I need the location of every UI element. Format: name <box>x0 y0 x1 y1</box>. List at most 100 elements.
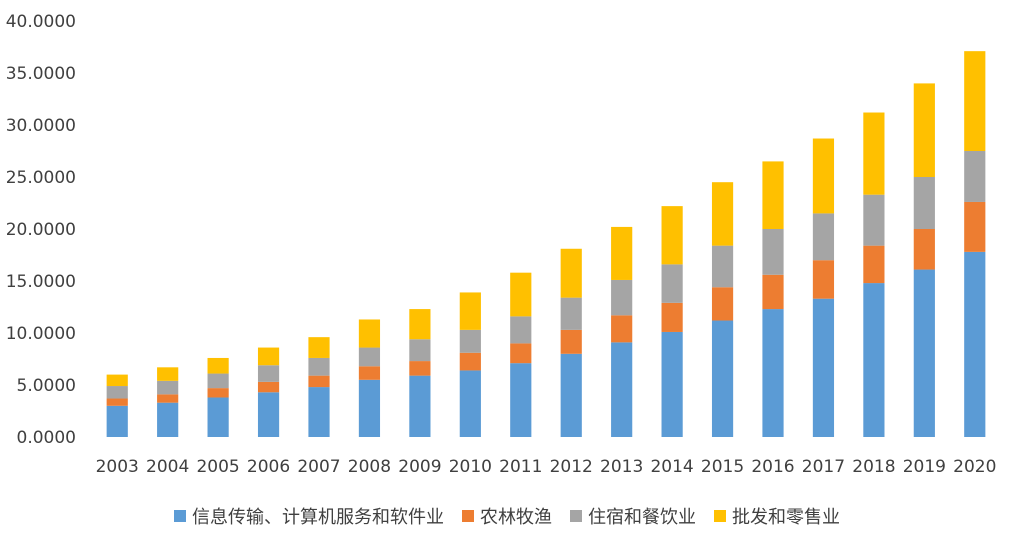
bar-segment <box>611 315 633 343</box>
y-tick-label: 15.0000 <box>6 272 76 292</box>
legend-label: 农林牧渔 <box>480 507 552 528</box>
bar-segment <box>106 405 128 437</box>
bar-segment <box>257 365 280 382</box>
bar-segment <box>913 177 935 229</box>
y-tick-label: 5.0000 <box>17 376 76 396</box>
bar-segment <box>510 363 532 437</box>
bar-segment <box>762 309 784 437</box>
x-tick-label: 2008 <box>348 457 391 477</box>
bar-segment <box>560 297 582 330</box>
y-tick-label: 10.0000 <box>6 324 76 344</box>
x-tick-label: 2018 <box>852 457 895 477</box>
x-tick-label: 2003 <box>96 457 139 477</box>
bar-segment <box>611 342 633 437</box>
bar-segment <box>510 272 532 317</box>
x-tick-label: 2010 <box>449 457 492 477</box>
bar-segment <box>308 375 330 388</box>
bar-segment <box>106 374 128 387</box>
x-tick-label: 2007 <box>297 457 340 477</box>
bar-segment <box>358 319 381 348</box>
bar-segment <box>106 398 128 406</box>
x-tick-label: 2017 <box>802 457 845 477</box>
legend-swatch <box>714 510 726 522</box>
x-tick-label: 2005 <box>196 457 239 477</box>
bar-segment <box>459 292 481 330</box>
bar-segment <box>409 361 431 376</box>
legend-item: 批发和零售业 <box>714 503 840 529</box>
bar-segment <box>913 269 935 437</box>
bar-segment <box>863 194 885 246</box>
bar-segment <box>157 380 179 395</box>
bar-segment <box>611 279 633 316</box>
x-tick-label: 2004 <box>146 457 189 477</box>
y-tick-label: 0.0000 <box>17 428 76 448</box>
bar-segment <box>157 402 179 437</box>
legend-label: 住宿和餐饮业 <box>588 507 696 528</box>
bar-segment <box>257 392 280 437</box>
bar-segment <box>661 302 683 332</box>
x-tick-label: 2012 <box>550 457 593 477</box>
bar-segment <box>661 331 683 437</box>
y-tick-label: 35.0000 <box>6 64 76 84</box>
bar-segment <box>661 264 683 303</box>
bar-segment <box>964 251 986 437</box>
x-tick-label: 2016 <box>751 457 794 477</box>
bar-segment <box>459 329 481 353</box>
bar-segment <box>257 381 280 393</box>
legend-swatch <box>462 510 474 522</box>
bar-segment <box>964 201 986 252</box>
bar-segment <box>812 260 835 299</box>
bar-segment <box>964 151 986 202</box>
bar-segment <box>863 283 885 437</box>
bar-segment <box>812 213 835 261</box>
bar-segment <box>157 394 179 403</box>
bar-segment <box>711 245 734 288</box>
bar-segment <box>257 347 280 366</box>
bar-segment <box>863 112 885 195</box>
y-tick-label: 20.0000 <box>6 220 76 240</box>
x-tick-label: 2014 <box>650 457 693 477</box>
bar-segment <box>762 161 784 229</box>
x-tick-label: 2011 <box>499 457 542 477</box>
bar-segment <box>207 388 229 398</box>
bar-segment <box>762 229 784 275</box>
bar-segment <box>358 379 381 437</box>
bar-segment <box>560 329 582 354</box>
bar-segment <box>409 309 431 340</box>
bar-segment <box>207 373 229 389</box>
legend-swatch <box>174 510 186 522</box>
x-tick-label: 2015 <box>701 457 744 477</box>
bar-segment <box>711 320 734 437</box>
bar-segment <box>409 375 431 437</box>
x-tick-label: 2019 <box>903 457 946 477</box>
bar-segment <box>409 339 431 362</box>
legend-swatch <box>570 510 582 522</box>
bar-segment <box>308 357 330 376</box>
bar-segment <box>308 337 330 358</box>
bar-segment <box>762 274 784 310</box>
x-tick-label: 2006 <box>247 457 290 477</box>
bar-segment <box>711 182 734 246</box>
bar-segment <box>812 298 835 437</box>
bar-segment <box>207 357 229 374</box>
bar-segment <box>560 353 582 437</box>
y-tick-label: 40.0000 <box>6 12 76 32</box>
bar-segment <box>358 366 381 380</box>
bar-segment <box>661 206 683 265</box>
bar-segment <box>207 397 229 437</box>
x-tick-label: 2009 <box>398 457 441 477</box>
x-tick-label: 2020 <box>953 457 996 477</box>
bar-segment <box>711 287 734 321</box>
y-tick-label: 30.0000 <box>6 116 76 136</box>
legend-label: 批发和零售业 <box>732 507 840 528</box>
x-tick-label: 2013 <box>600 457 643 477</box>
bar-segment <box>106 386 128 399</box>
bar-segment <box>459 370 481 437</box>
bar-segment <box>913 83 935 177</box>
bar-segment <box>358 347 381 367</box>
bar-segment <box>560 248 582 298</box>
bar-segment <box>812 138 835 214</box>
y-tick-label: 25.0000 <box>6 168 76 188</box>
bar-segment <box>863 245 885 284</box>
